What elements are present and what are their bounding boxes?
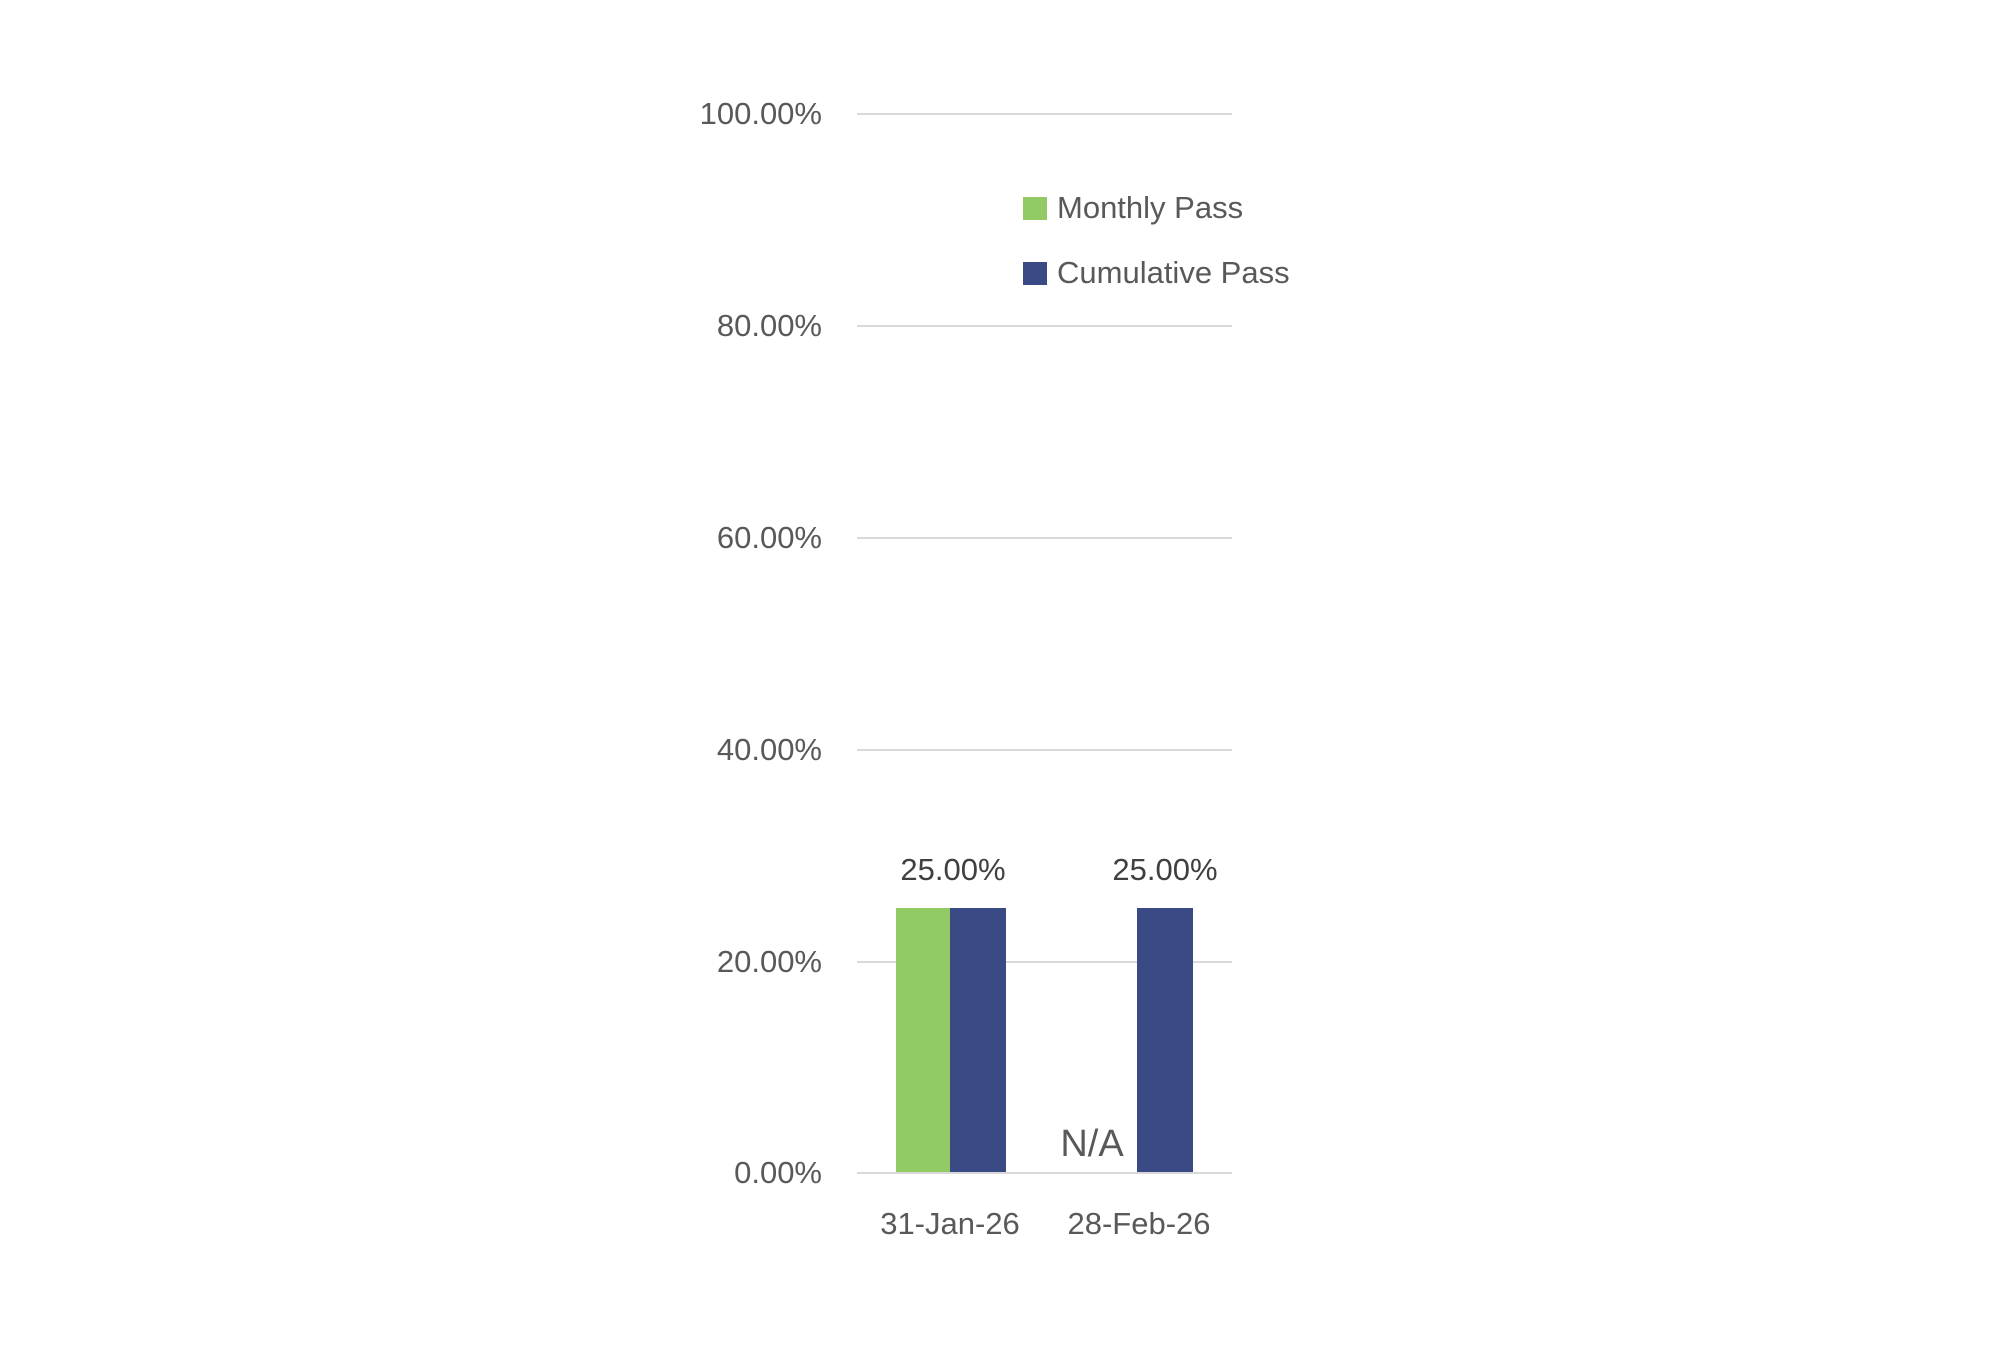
- gridline-80: [857, 325, 1232, 327]
- legend-swatch-green-icon: [1023, 196, 1047, 220]
- y-tick-80: 80.00%: [716, 308, 822, 343]
- gridline-100: [857, 113, 1232, 115]
- legend-label: Cumulative Pass: [1057, 255, 1290, 290]
- y-tick-0: 0.00%: [734, 1155, 822, 1190]
- data-label-28-feb-26: 25.00%: [1112, 852, 1218, 887]
- x-axis-baseline: [857, 1172, 1232, 1174]
- y-tick-60: 60.00%: [716, 520, 822, 555]
- y-tick-20: 20.00%: [716, 944, 822, 979]
- gridline-20: [857, 961, 1232, 963]
- legend-item-monthly-pass: Monthly Pass: [1023, 190, 1243, 226]
- na-label-monthly-pass-28-feb-26: N/A: [1060, 1123, 1124, 1165]
- y-tick-100: 100.00%: [699, 96, 822, 131]
- legend-swatch-blue-icon: [1023, 261, 1047, 285]
- bar-cumulative-pass-31-jan-26: [950, 908, 1006, 1172]
- bar-cumulative-pass-28-feb-26: [1137, 908, 1193, 1172]
- gridline-60: [857, 537, 1232, 539]
- legend-label: Monthly Pass: [1057, 190, 1244, 225]
- data-label-31-jan-26: 25.00%: [900, 852, 1006, 887]
- bar-monthly-pass-31-jan-26: [896, 908, 950, 1172]
- x-tick-31-jan-26: 31-Jan-26: [880, 1206, 1020, 1241]
- gridline-40: [857, 749, 1232, 751]
- legend-item-cumulative-pass: Cumulative Pass: [1023, 255, 1290, 291]
- x-tick-28-feb-26: 28-Feb-26: [1067, 1206, 1211, 1241]
- y-tick-40: 40.00%: [716, 732, 822, 767]
